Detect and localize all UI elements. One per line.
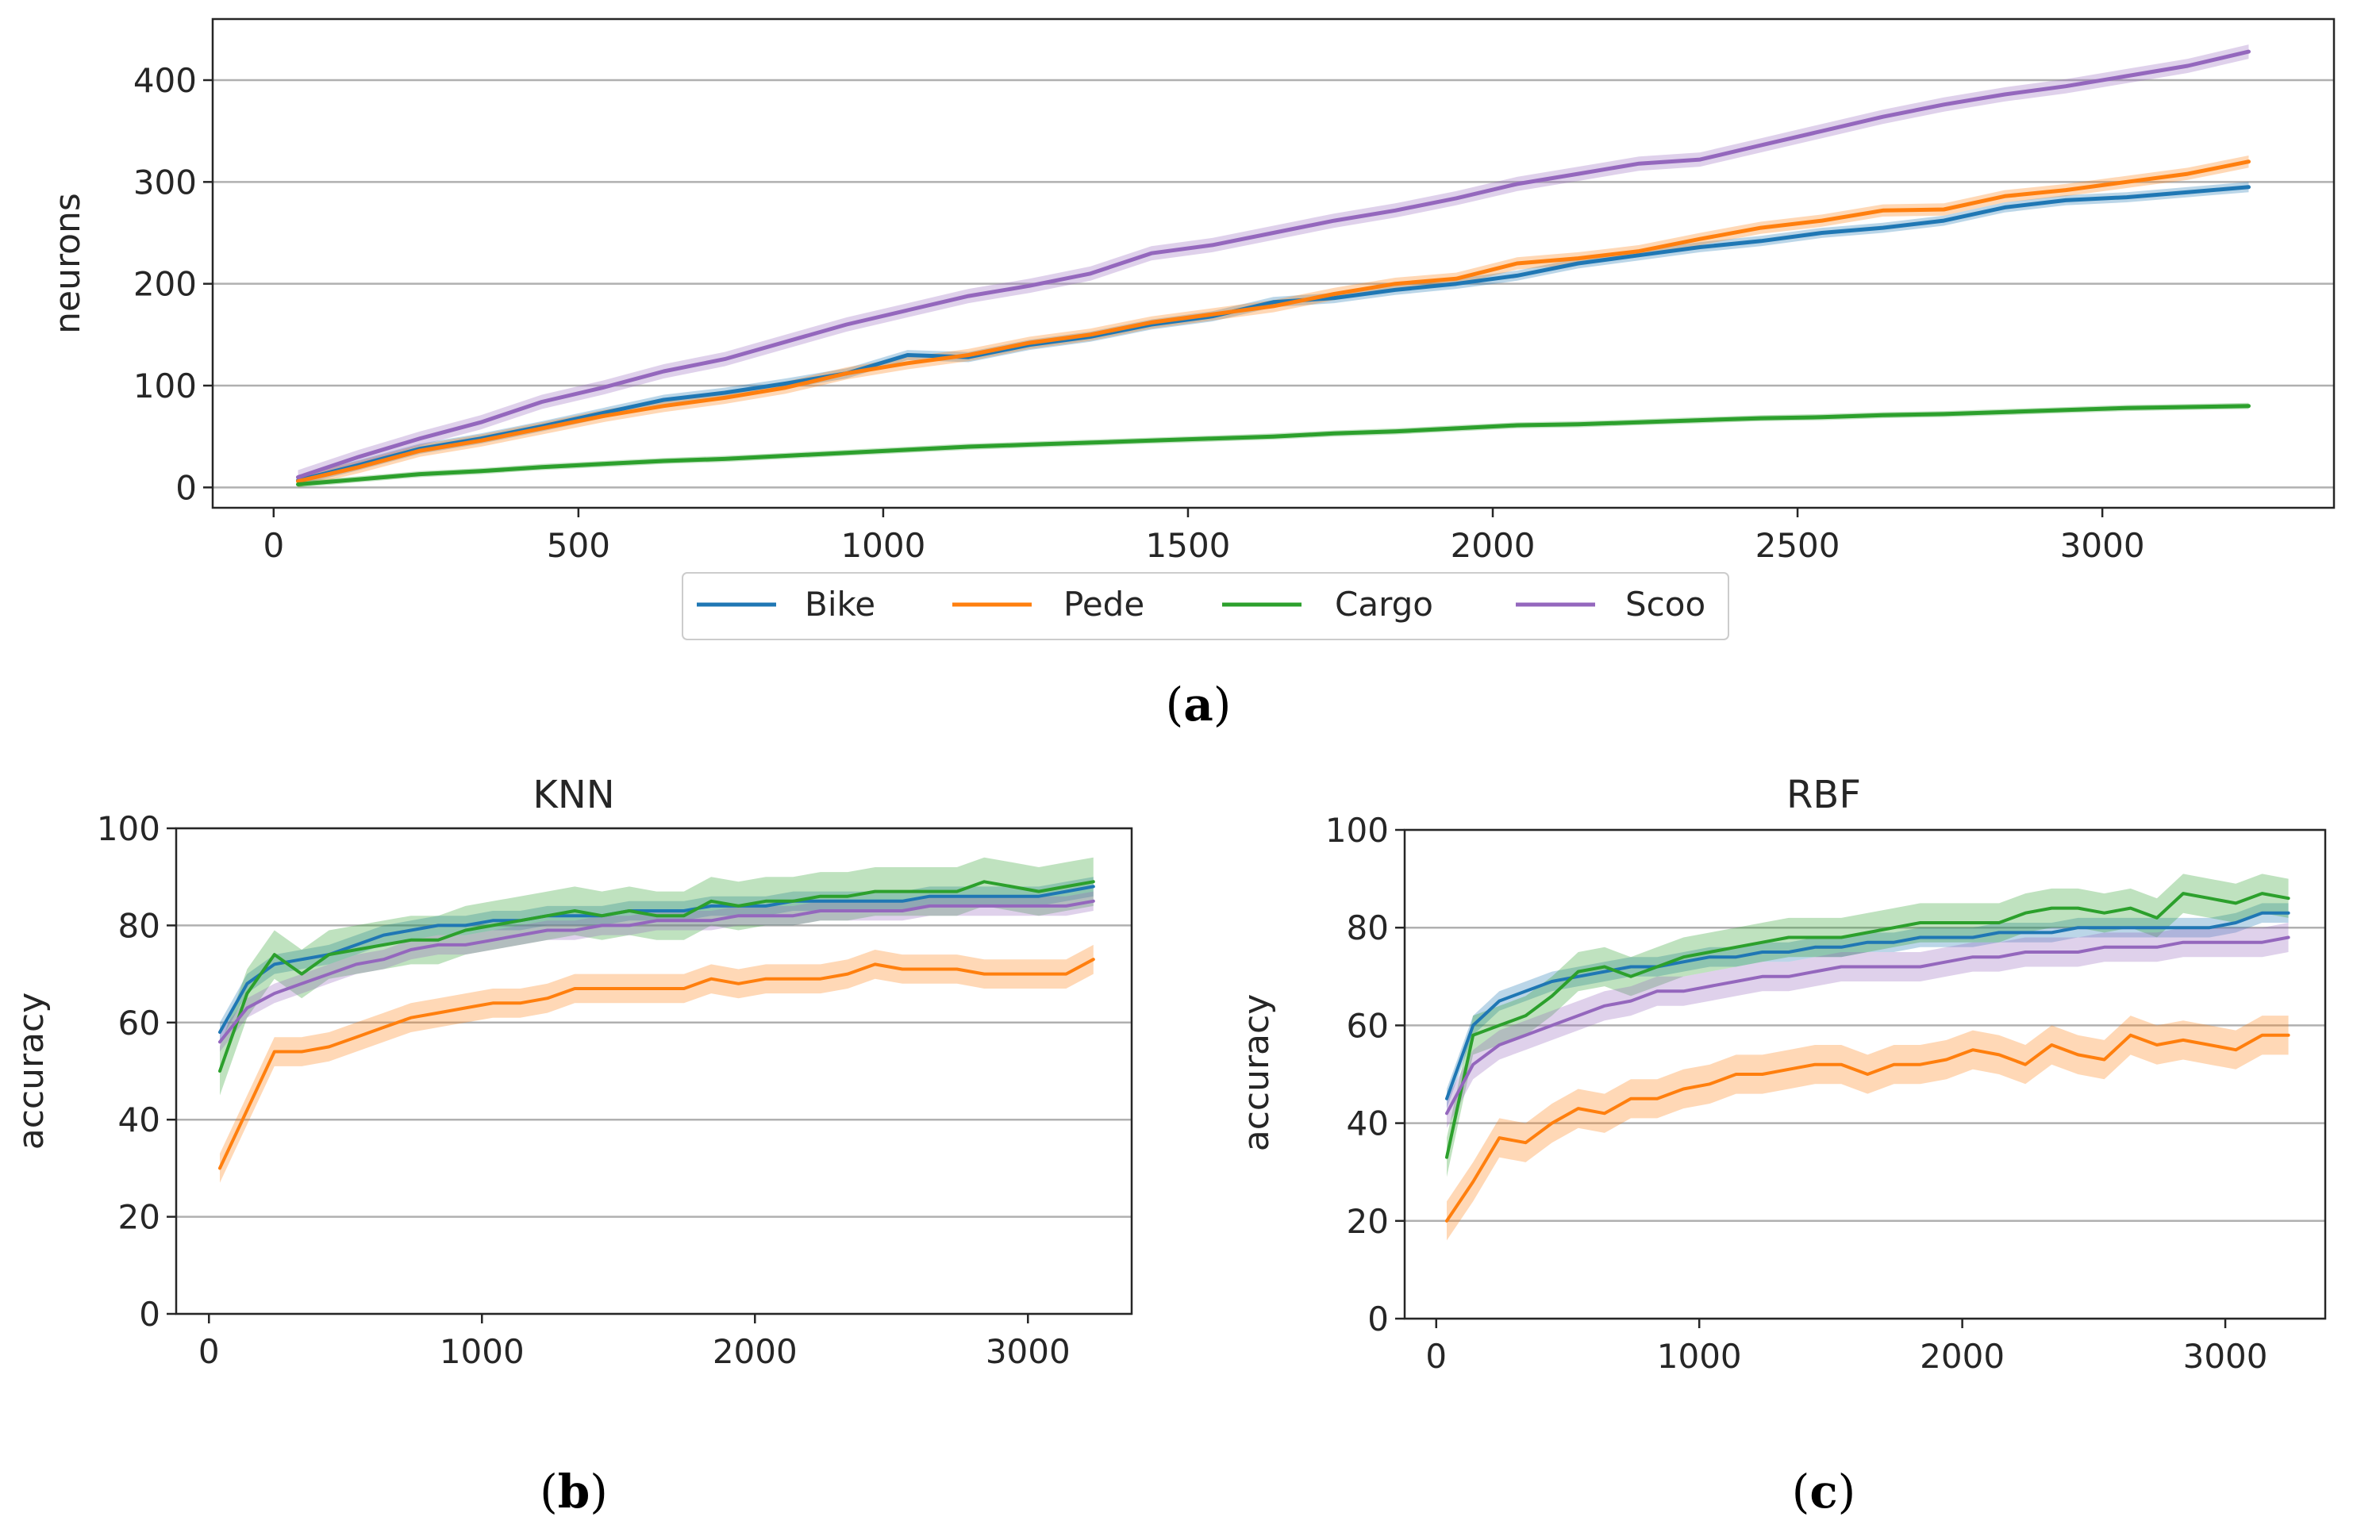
panel-c-xtick-label: 3000 xyxy=(2183,1337,2268,1376)
legend-frame xyxy=(682,572,1729,640)
panel-c-xtick-label: 1000 xyxy=(1657,1337,1742,1376)
panel-c-ylabel: accuracy xyxy=(1236,994,1277,1152)
panel-c-series-scoo xyxy=(1445,935,2290,1116)
panel-a-xtick-label: 500 xyxy=(547,526,610,565)
panel-b-xtick-label: 0 xyxy=(198,1332,220,1371)
panel-b-ytick-label: 60 xyxy=(118,1004,160,1043)
panel-b-series-pede xyxy=(218,958,1095,1170)
panel-c-xtick-label: 0 xyxy=(1425,1337,1447,1376)
panel-b-xtick-label: 2000 xyxy=(713,1332,798,1371)
panel-c-ytick-label: 60 xyxy=(1347,1006,1389,1045)
panel-b-band-bike xyxy=(220,877,1094,1043)
caption-b: (b) xyxy=(540,1465,608,1519)
panel-c-xtick-label: 2000 xyxy=(1920,1337,2005,1376)
panel-c-series-bike xyxy=(1445,911,2290,1100)
panel-a-ylabel: neurons xyxy=(48,193,88,334)
panel-a-band-pede xyxy=(298,156,2249,488)
panel-a-series-bike xyxy=(296,185,2251,482)
panel-a-ytick-label: 200 xyxy=(133,265,197,304)
panel-a-xtick-label: 1000 xyxy=(840,526,925,565)
panel-a-series-cargo xyxy=(296,404,2251,486)
panel-c-ytick-label: 80 xyxy=(1347,908,1389,947)
legend-label-pede: Pede xyxy=(1063,585,1144,624)
panel-c-ytick-label: 20 xyxy=(1347,1202,1389,1241)
panel-b-series-cargo xyxy=(218,880,1095,1073)
legend-label-cargo: Cargo xyxy=(1335,585,1433,624)
panel-a-xtick-label: 2500 xyxy=(1755,526,1840,565)
panel-b-series-scoo xyxy=(218,899,1095,1044)
panel-b-xtick-label: 3000 xyxy=(986,1332,1071,1371)
caption-c: (c) xyxy=(1792,1465,1856,1519)
panel-a-ytick-label: 300 xyxy=(133,163,197,202)
panel-a-series-scoo xyxy=(296,49,2251,479)
panel-c-ytick-label: 40 xyxy=(1347,1104,1389,1143)
panel-a-ytick-label: 0 xyxy=(175,468,197,507)
panel-c-series-cargo xyxy=(1445,892,2290,1159)
panel-c-band-cargo xyxy=(1447,874,2289,1177)
panel-c-ytick-label: 0 xyxy=(1367,1300,1389,1338)
panel-b-band-pede xyxy=(220,944,1094,1183)
panel-a-xtick-label: 1500 xyxy=(1146,526,1231,565)
panel-a-ytick-label: 100 xyxy=(133,367,197,405)
panel-b-title: KNN xyxy=(533,773,614,817)
panel-c-band-bike xyxy=(1447,903,2289,1109)
panel-b-ylabel: accuracy xyxy=(11,993,52,1150)
panel-b-band-cargo xyxy=(220,857,1094,1096)
panel-b-ytick-label: 100 xyxy=(97,809,160,848)
legend: Bike Pede Cargo Scoo xyxy=(682,572,1729,640)
panel-a-xtick-label: 0 xyxy=(263,526,284,565)
panel-c-ytick-label: 100 xyxy=(1325,811,1389,850)
panel-c-title: RBF xyxy=(1786,773,1861,817)
panel-b-frame xyxy=(175,827,1133,1315)
panel-b-xtick-label: 1000 xyxy=(440,1332,525,1371)
panel-c-frame xyxy=(1403,828,2327,1320)
panel-c-series-pede xyxy=(1445,1033,2290,1223)
panel-a-series-pede xyxy=(296,159,2251,484)
panel-a-ytick-label: 400 xyxy=(133,61,197,100)
panel-b-ytick-label: 80 xyxy=(118,906,160,945)
panel-a-xtick-label: 3000 xyxy=(2060,526,2145,565)
panel-b-series-bike xyxy=(218,885,1095,1034)
legend-label-scoo: Scoo xyxy=(1625,585,1705,624)
panel-a-xtick-label: 2000 xyxy=(1451,526,1536,565)
panel-b-ytick-label: 20 xyxy=(118,1198,160,1237)
panel-b-ytick-label: 40 xyxy=(118,1100,160,1139)
legend-label-bike: Bike xyxy=(805,585,875,624)
panel-c-band-pede xyxy=(1447,1016,2289,1241)
panel-a-frame xyxy=(211,17,2336,509)
panel-a-neurons-chart: 0 100 200 300 400 0 500 1000 1500 2000 2500 3000 ne… xyxy=(48,17,2336,732)
caption-a: (a) xyxy=(1166,678,1232,732)
panel-b-ytick-label: 0 xyxy=(139,1295,160,1334)
